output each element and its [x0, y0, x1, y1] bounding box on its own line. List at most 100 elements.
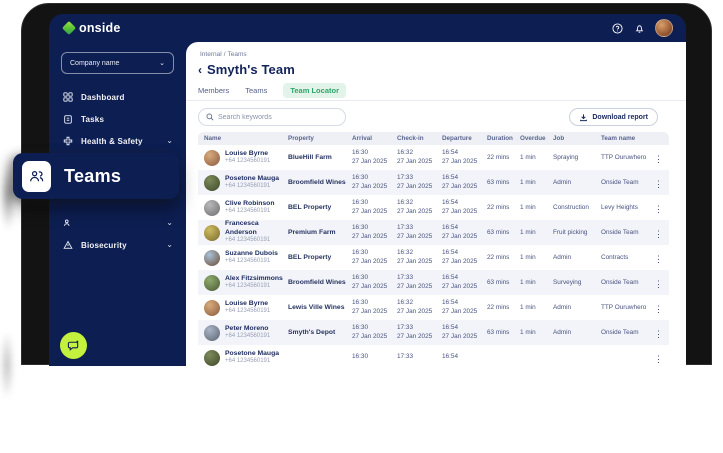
chat-support-button[interactable]	[60, 332, 87, 359]
top-bar: onside	[49, 14, 686, 42]
cell-arrival: 16:30 27 Jan 2025	[352, 199, 388, 215]
tab-members[interactable]: Members	[198, 86, 230, 95]
sidebar-item-obscured[interactable]: ⌄	[49, 212, 186, 234]
col-name: Name	[204, 135, 222, 142]
cell-checkin: 17:33 27 Jan 2025	[397, 324, 433, 340]
col-property: Property	[288, 135, 314, 142]
cell-team-name: Contracts	[601, 254, 629, 261]
table-row: Alex Fitzsimmons +64 1234560191 Broomfie…	[198, 270, 669, 295]
sidebar: Company name ⌄ Dashboard Tasks	[49, 42, 186, 366]
row-menu-button[interactable]: ⋮	[654, 353, 663, 364]
avatar	[204, 199, 220, 216]
col-team-name: Team name	[601, 135, 636, 142]
cell-arrival: 16:30 27 Jan 2025	[352, 324, 388, 340]
tab-teams[interactable]: Teams	[245, 86, 268, 95]
tasks-icon	[62, 114, 73, 125]
user-avatar[interactable]	[655, 19, 673, 37]
cell-arrival: 16:30 27 Jan 2025	[352, 299, 388, 315]
cell-overdue: 1 min	[520, 304, 536, 311]
breadcrumb-root[interactable]: Internal	[200, 51, 222, 58]
cell-property: Lewis Ville Wines	[288, 304, 345, 311]
page-title: Smyth's Team	[207, 62, 295, 77]
cell-overdue: 1 min	[520, 254, 536, 261]
company-selector-label: Company name	[70, 59, 120, 67]
cell-overdue: 1 min	[520, 204, 536, 211]
row-menu-button[interactable]: ⋮	[654, 228, 663, 239]
cell-overdue: 1 min	[520, 279, 536, 286]
breadcrumb-separator: /	[223, 51, 226, 58]
cell-job: Construction	[553, 204, 589, 211]
main-content: Internal / Teams ‹ Smyth's Team Members Te…	[186, 42, 686, 366]
avatar	[204, 149, 220, 166]
sidebar-item-health-safety[interactable]: Health & Safety ⌄	[49, 130, 186, 152]
cell-property: BEL Property	[288, 254, 332, 261]
search-box[interactable]	[198, 108, 346, 126]
logo-text: onside	[79, 21, 121, 35]
avatar	[204, 349, 220, 366]
cell-arrival: 16:30 27 Jan 2025	[352, 274, 388, 290]
cell-departure: 16:54 27 Jan 2025	[442, 174, 478, 190]
cell-team-name: Onside Team	[601, 179, 639, 186]
row-menu-button[interactable]: ⋮	[654, 328, 663, 339]
table-row: Clive Robinson +64 1234560191 BEL Proper…	[198, 195, 669, 220]
cell-duration: 63 mins	[487, 179, 510, 186]
cell-departure: 16:54 27 Jan 2025	[442, 249, 478, 265]
grain-smudge	[0, 330, 14, 400]
cell-property: Broomfield Wines	[288, 179, 346, 186]
cell-job: Spraying	[553, 154, 579, 161]
onside-logo: onside	[61, 20, 121, 36]
cell-arrival: 16:30	[352, 353, 368, 361]
cell-checkin: 16:32 27 Jan 2025	[397, 199, 433, 215]
cell-property: BEL Property	[288, 204, 332, 211]
cell-duration: 63 mins	[487, 279, 510, 286]
cell-checkin: 16:32 27 Jan 2025	[397, 299, 433, 315]
sidebar-item-teams-callout[interactable]: Teams	[13, 153, 179, 199]
divider	[186, 100, 686, 101]
row-menu-button[interactable]: ⋮	[654, 253, 663, 264]
download-report-button[interactable]: Download report	[569, 108, 658, 126]
sidebar-item-tasks[interactable]: Tasks	[49, 108, 186, 130]
col-overdue: Overdue	[520, 135, 546, 142]
member-phone: +64 1234560191	[225, 157, 271, 164]
logo-diamond-icon	[61, 20, 77, 36]
cell-departure: 16:54 27 Jan 2025	[442, 149, 478, 165]
avatar	[204, 224, 220, 241]
member-phone: +64 1234560191	[225, 282, 271, 289]
chevron-down-icon: ⌄	[159, 59, 165, 67]
search-icon	[206, 113, 214, 121]
cell-arrival: 16:30 27 Jan 2025	[352, 174, 388, 190]
cell-departure: 16:54 27 Jan 2025	[442, 324, 478, 340]
cell-departure: 16:54 27 Jan 2025	[442, 299, 478, 315]
col-departure: Departure	[442, 135, 472, 142]
cell-job: Fruit picking	[553, 229, 588, 236]
avatar	[204, 324, 220, 341]
search-input[interactable]	[218, 113, 338, 121]
team-locator-table: Name Property Arrival Check-in Departure…	[198, 132, 669, 366]
sidebar-item-biosecurity[interactable]: Biosecurity ⌄	[49, 234, 186, 256]
cell-property: Smyth's Depot	[288, 329, 336, 336]
sidebar-item-dashboard[interactable]: Dashboard	[49, 86, 186, 108]
company-selector[interactable]: Company name ⌄	[61, 52, 174, 74]
row-menu-button[interactable]: ⋮	[654, 203, 663, 214]
help-icon[interactable]	[611, 22, 623, 34]
cell-checkin: 17:33	[397, 353, 413, 361]
cell-duration: 63 mins	[487, 329, 510, 336]
back-chevron-icon[interactable]: ‹	[198, 62, 202, 77]
sidebar-item-label: Biosecurity	[81, 240, 127, 250]
cell-property: Premium Farm	[288, 229, 336, 236]
row-menu-button[interactable]: ⋮	[654, 178, 663, 189]
member-phone: +64 1234560191	[225, 257, 271, 264]
member-phone: +64 1234560191	[225, 237, 271, 244]
app-screen: onside Company name ⌄	[49, 14, 686, 366]
cell-team-name: TTP Ouruwhero	[601, 304, 647, 311]
row-menu-button[interactable]: ⋮	[654, 153, 663, 164]
row-menu-button[interactable]: ⋮	[654, 303, 663, 314]
cell-team-name: Onside Team	[601, 229, 639, 236]
member-phone: +64 1234560191	[225, 207, 271, 214]
breadcrumb-current: Teams	[227, 51, 247, 58]
teams-icon	[22, 160, 51, 192]
tab-team-locator[interactable]: Team Locator	[283, 83, 346, 98]
avatar	[204, 274, 220, 291]
row-menu-button[interactable]: ⋮	[654, 278, 663, 289]
notifications-icon[interactable]	[633, 22, 645, 34]
